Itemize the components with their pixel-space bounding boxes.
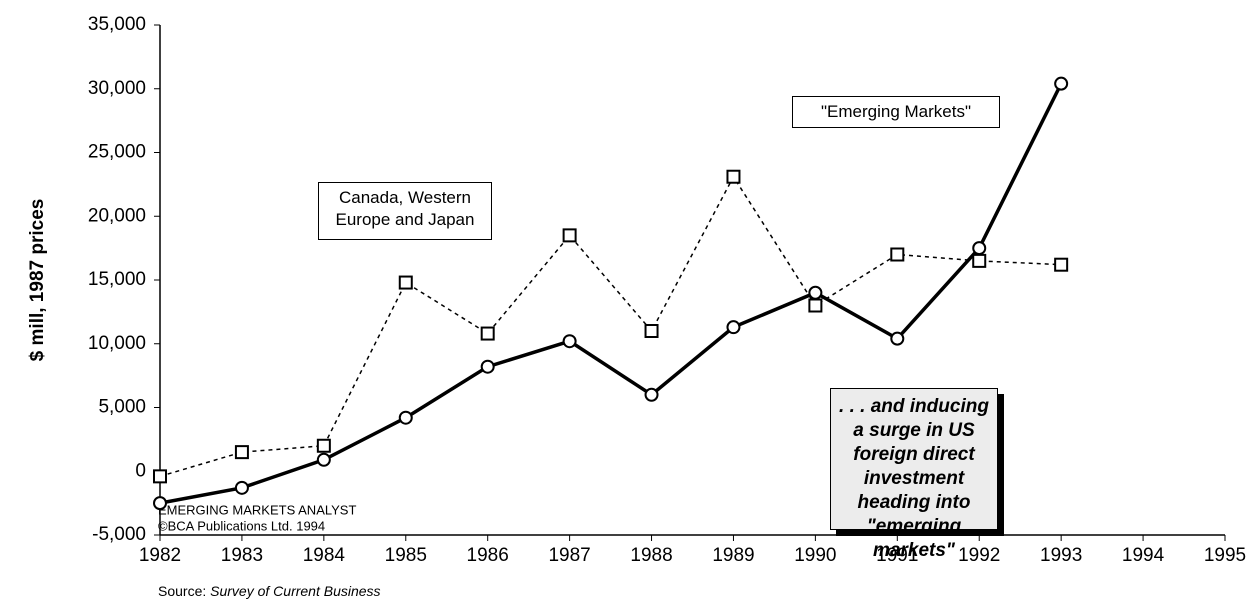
point xyxy=(153,496,167,511)
point xyxy=(562,334,577,349)
y-tick-label: 10,000 xyxy=(88,333,146,354)
annotation: EMERGING MARKETS ANALYST xyxy=(158,502,356,517)
point xyxy=(234,445,249,460)
x-tick-label: 1985 xyxy=(385,545,427,566)
x-tick-label: 1984 xyxy=(303,545,346,566)
point xyxy=(726,320,741,335)
source-name: Survey of Current Business xyxy=(210,583,380,599)
y-tick-label: 0 xyxy=(135,460,146,481)
y-tick-label: -5,000 xyxy=(92,524,146,545)
x-tick-label: 1988 xyxy=(630,545,672,566)
y-tick-label: 20,000 xyxy=(88,205,146,226)
point xyxy=(890,331,905,346)
point xyxy=(726,169,741,184)
point xyxy=(316,438,331,453)
x-tick-label: 1989 xyxy=(712,545,754,566)
point xyxy=(480,326,495,341)
point xyxy=(234,480,249,495)
x-tick-label: 1992 xyxy=(958,545,1000,566)
point xyxy=(644,387,659,402)
y-tick-label: 15,000 xyxy=(88,269,146,290)
point xyxy=(890,247,905,262)
point xyxy=(1054,257,1069,272)
point xyxy=(562,228,577,243)
y-tick-label: 25,000 xyxy=(88,142,146,163)
y-tick-label: 5,000 xyxy=(98,397,146,418)
series-label: "Emerging Markets" xyxy=(792,96,1000,128)
annotation-box: . . . and inducing a surge in US foreign… xyxy=(830,388,998,561)
series-label: Canada, Western Europe and Japan xyxy=(318,182,492,240)
annotation: ©BCA Publications Ltd. 1994 xyxy=(158,518,325,533)
series-line xyxy=(159,82,1063,505)
point xyxy=(644,324,659,338)
point xyxy=(972,253,987,268)
series-line xyxy=(159,175,1062,478)
y-tick-label: 35,000 xyxy=(88,14,146,35)
x-tick-label: 1983 xyxy=(221,545,263,566)
y-tick-label: 30,000 xyxy=(88,78,146,99)
x-tick-label: 1986 xyxy=(467,545,509,566)
y-axis-label: $ mill, 1987 prices xyxy=(27,199,48,362)
x-tick-label: 1991 xyxy=(876,545,918,566)
point xyxy=(808,285,823,300)
point xyxy=(398,275,413,290)
point xyxy=(316,452,331,467)
point xyxy=(153,469,167,484)
point xyxy=(480,359,495,374)
x-tick-label: 1987 xyxy=(548,545,590,566)
point xyxy=(808,298,823,313)
x-tick-label: 1995 xyxy=(1204,545,1246,566)
source-prefix: Source: xyxy=(158,583,206,599)
point xyxy=(398,410,413,425)
point xyxy=(1054,76,1069,91)
x-tick-label: 1993 xyxy=(1040,545,1082,566)
x-tick-label: 1990 xyxy=(794,545,836,566)
x-tick-label: 1994 xyxy=(1122,545,1165,566)
source: Source: Survey of Current Business xyxy=(158,583,381,599)
point xyxy=(972,241,987,256)
x-tick-label: 1982 xyxy=(139,545,181,566)
